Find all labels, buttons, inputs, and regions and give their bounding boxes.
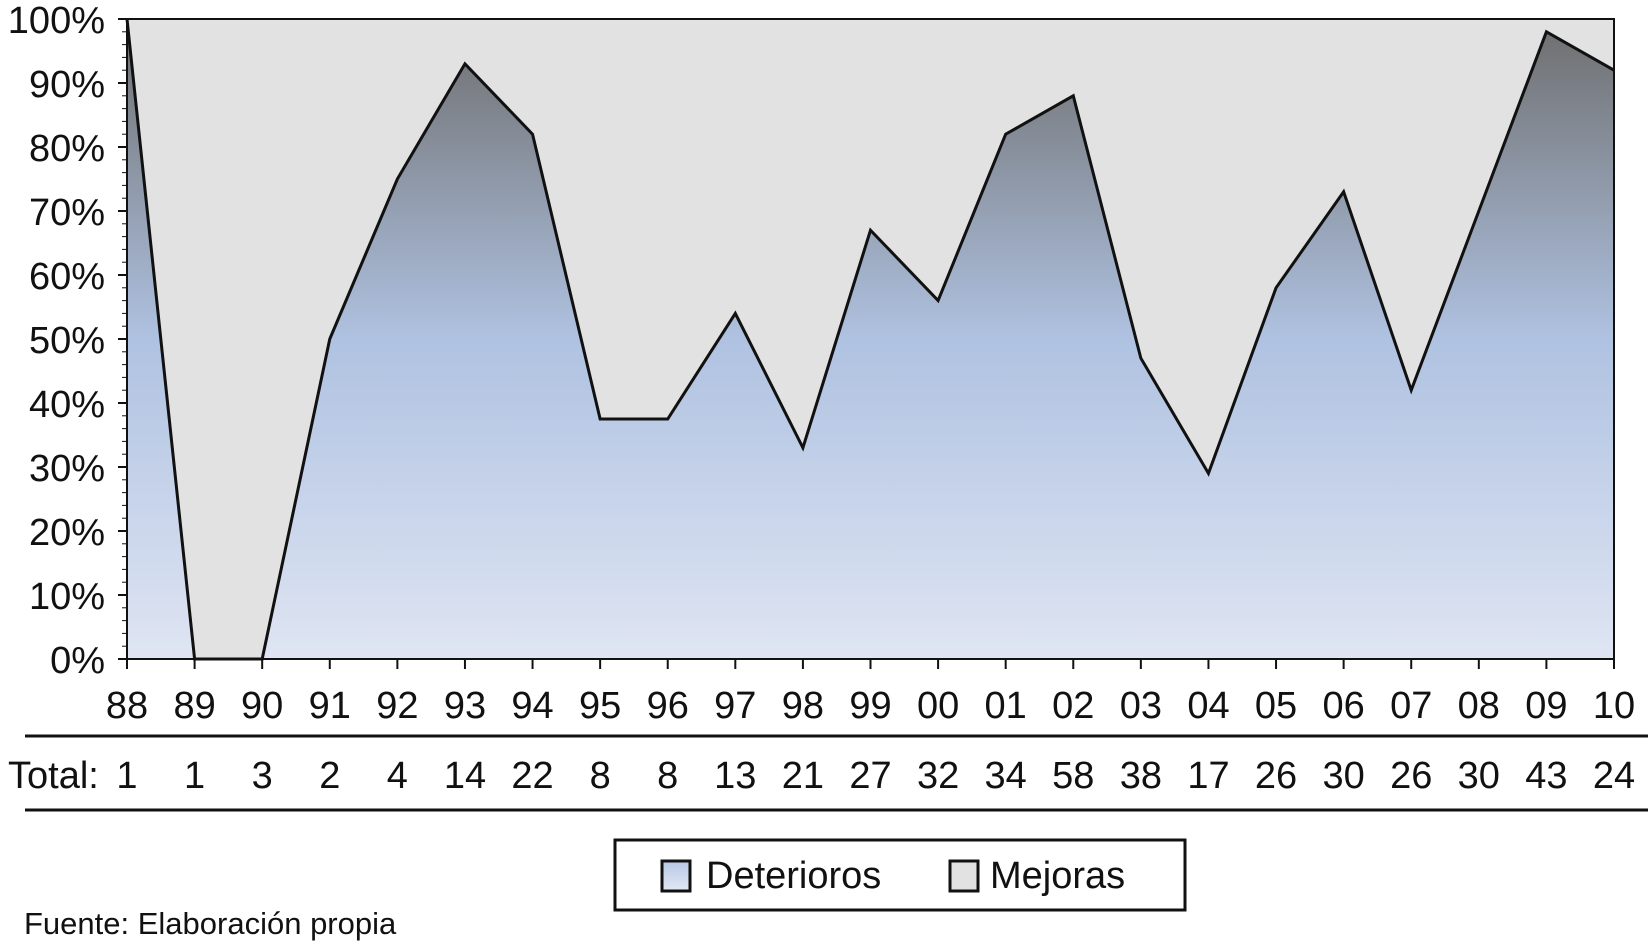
x-tick-label: 88 bbox=[106, 685, 148, 727]
x-tick-label: 09 bbox=[1525, 685, 1567, 727]
y-tick-label: 90% bbox=[29, 64, 105, 106]
x-tick-label: 94 bbox=[511, 685, 553, 727]
x-tick-label: 92 bbox=[376, 685, 418, 727]
series-area-deterioros bbox=[127, 19, 1614, 659]
total-value-95: 8 bbox=[590, 755, 611, 797]
total-value-99: 27 bbox=[849, 755, 891, 797]
total-value-91: 2 bbox=[319, 755, 340, 797]
total-value-07: 26 bbox=[1390, 755, 1432, 797]
y-tick-label: 10% bbox=[29, 576, 105, 618]
legend-label-deterioros: Deterioros bbox=[706, 855, 881, 897]
total-value-93: 14 bbox=[444, 755, 486, 797]
x-tick-label: 10 bbox=[1593, 685, 1635, 727]
y-tick-label: 80% bbox=[29, 128, 105, 170]
chart-legend: Deterioros Mejoras bbox=[613, 838, 1187, 912]
totals-label: Total: bbox=[8, 755, 99, 797]
x-tick-label: 00 bbox=[917, 685, 959, 727]
x-tick-label: 93 bbox=[444, 685, 486, 727]
series-layer bbox=[125, 18, 1615, 661]
total-value-89: 1 bbox=[184, 755, 205, 797]
legend-box bbox=[613, 838, 1187, 912]
x-tick-label: 08 bbox=[1458, 685, 1500, 727]
x-tick-label: 05 bbox=[1255, 685, 1297, 727]
x-tick-label: 99 bbox=[849, 685, 891, 727]
x-tick-label: 01 bbox=[985, 685, 1027, 727]
legend-label-mejoras: Mejoras bbox=[990, 855, 1125, 897]
x-tick-label: 95 bbox=[579, 685, 621, 727]
total-value-88: 1 bbox=[116, 755, 137, 797]
total-value-02: 58 bbox=[1052, 755, 1094, 797]
total-value-01: 34 bbox=[985, 755, 1027, 797]
total-value-03: 38 bbox=[1120, 755, 1162, 797]
y-tick-label: 40% bbox=[29, 384, 105, 426]
total-value-92: 4 bbox=[387, 755, 408, 797]
x-tick-label: 91 bbox=[309, 685, 351, 727]
x-tick-label: 90 bbox=[241, 685, 283, 727]
x-axis-ticks bbox=[126, 659, 1615, 669]
x-tick-label: 97 bbox=[714, 685, 756, 727]
x-axis-labels: 88 89 90 91 92 93 94 95 96 97 98 99 00 01 02 03 04 05 06 07… bbox=[106, 685, 1635, 727]
x-tick-label: 89 bbox=[173, 685, 215, 727]
y-axis-ticks bbox=[118, 18, 127, 660]
total-value-94: 22 bbox=[511, 755, 553, 797]
y-tick-label: 20% bbox=[29, 512, 105, 554]
total-value-06: 30 bbox=[1322, 755, 1364, 797]
y-tick-label: 60% bbox=[29, 256, 105, 298]
y-tick-label: 100% bbox=[8, 0, 105, 42]
totals-row: 1 1 3 2 4 14 22 8 8 13 21 27 32 34 58 38 17 26 30 26 30 43 24 bbox=[116, 755, 1635, 797]
total-value-96: 8 bbox=[657, 755, 678, 797]
y-tick-label: 70% bbox=[29, 192, 105, 234]
total-value-90: 3 bbox=[252, 755, 273, 797]
x-tick-label: 98 bbox=[782, 685, 824, 727]
total-value-97: 13 bbox=[714, 755, 756, 797]
x-tick-label: 03 bbox=[1120, 685, 1162, 727]
source-note: Fuente: Elaboración propia bbox=[24, 906, 397, 941]
y-tick-label: 50% bbox=[29, 320, 105, 362]
legend-swatch-deterioros bbox=[660, 859, 692, 893]
x-tick-label: 02 bbox=[1052, 685, 1094, 727]
legend-swatch-mejoras bbox=[948, 859, 980, 893]
x-tick-label: 07 bbox=[1390, 685, 1432, 727]
x-tick-label: 06 bbox=[1322, 685, 1364, 727]
total-value-05: 26 bbox=[1255, 755, 1297, 797]
y-tick-label: 0% bbox=[50, 640, 105, 682]
total-value-00: 32 bbox=[917, 755, 959, 797]
total-value-10: 24 bbox=[1593, 755, 1635, 797]
x-tick-label: 96 bbox=[647, 685, 689, 727]
total-value-98: 21 bbox=[782, 755, 824, 797]
total-value-08: 30 bbox=[1458, 755, 1500, 797]
x-tick-label: 04 bbox=[1187, 685, 1229, 727]
series-boundary-line bbox=[125, 18, 1615, 661]
y-tick-label: 30% bbox=[29, 448, 105, 490]
total-value-04: 17 bbox=[1187, 755, 1229, 797]
total-value-09: 43 bbox=[1525, 755, 1567, 797]
y-axis-labels: 0% 10% 20% 30% 40% 50% 60% 70% 80% 90% 100% bbox=[8, 0, 105, 682]
